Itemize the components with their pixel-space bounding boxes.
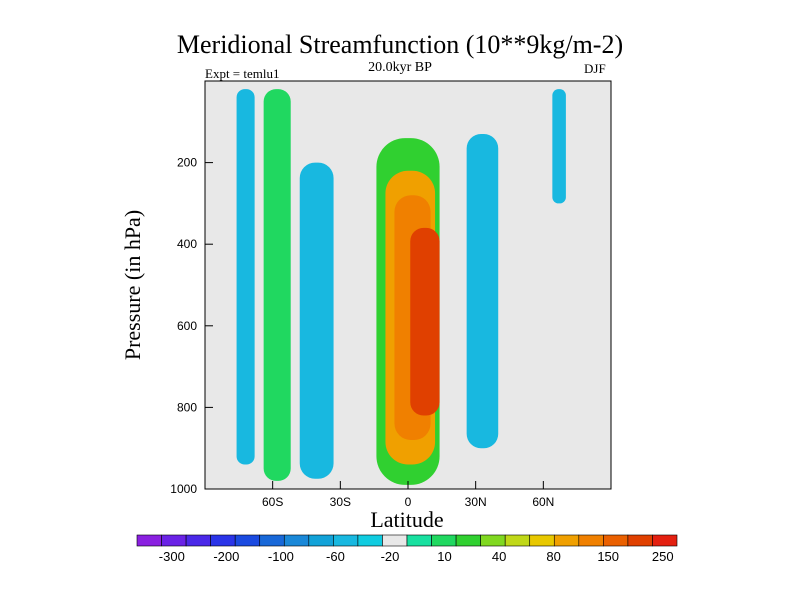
contour-field <box>236 89 566 485</box>
y-tick-label: 400 <box>177 237 197 251</box>
y-axis-label: Pressure (in hPa) <box>120 210 145 360</box>
colorbar-swatch-7 <box>308 534 334 547</box>
y-tick-label: 1000 <box>170 482 197 496</box>
season-label: DJF <box>584 61 606 76</box>
colorbar-swatch-17 <box>553 534 580 547</box>
colorbar-swatch-16 <box>529 534 555 547</box>
colorbar-swatch-9 <box>357 534 383 547</box>
colorbar-swatch-19 <box>603 534 629 547</box>
contour-cell-2 <box>299 162 334 479</box>
colorbar-swatch-14 <box>480 534 506 547</box>
colorbar-label: -20 <box>381 549 400 564</box>
colorbar-swatch-18 <box>578 534 604 547</box>
y-tick-label: 600 <box>177 319 197 333</box>
colorbar-swatch-21 <box>652 534 678 547</box>
colorbar-label: -100 <box>268 549 294 564</box>
colorbar-swatch-8 <box>333 534 359 547</box>
y-axis: 200 400 600 800 1000 <box>170 156 213 496</box>
x-axis-label: Latitude <box>370 507 443 532</box>
y-tick-label: 800 <box>177 400 197 414</box>
colorbar-label: 250 <box>652 549 674 564</box>
colorbar: -300 -200 -100 -60 -20 10 40 80 150 250 <box>136 534 678 564</box>
colorbar-label: 10 <box>437 549 451 564</box>
contour-cell-0 <box>236 89 255 465</box>
contour-cell-8 <box>552 89 566 204</box>
colorbar-label: 150 <box>597 549 619 564</box>
chart-title: Meridional Streamfunction (10**9kg/m-2) <box>176 30 624 59</box>
contour-cell-1 <box>263 89 291 481</box>
colorbar-swatch-0 <box>136 534 162 547</box>
colorbar-swatch-13 <box>455 534 481 547</box>
x-tick-label: 30N <box>465 495 487 509</box>
colorbar-label: -60 <box>326 549 345 564</box>
x-tick-label: 0 <box>405 495 412 509</box>
colorbar-swatch-1 <box>161 534 187 547</box>
y-tick-label: 200 <box>177 156 197 170</box>
colorbar-swatch-2 <box>185 534 211 547</box>
colorbar-swatch-20 <box>627 534 653 547</box>
colorbar-swatch-4 <box>234 534 261 547</box>
contour-cell-6 <box>410 227 440 416</box>
colorbar-swatch-12 <box>431 534 457 547</box>
x-axis: 60S 30S 0 30N 60N <box>262 481 554 509</box>
x-tick-label: 60N <box>532 495 554 509</box>
colorbar-label: 40 <box>492 549 506 564</box>
x-tick-label: 30S <box>330 495 351 509</box>
colorbar-swatch-6 <box>283 534 310 547</box>
chart-subtitle: 20.0kyr BP <box>368 60 432 75</box>
colorbar-label: -300 <box>159 549 185 564</box>
experiment-label: Expt = temlu1 <box>205 66 280 81</box>
colorbar-swatch-11 <box>406 534 432 547</box>
colorbar-swatch-5 <box>259 534 285 547</box>
x-tick-label: 60S <box>262 495 283 509</box>
colorbar-swatch-15 <box>504 534 531 547</box>
contour-cell-7 <box>466 134 499 449</box>
colorbar-label: -200 <box>213 549 239 564</box>
colorbar-swatch-10 <box>382 534 408 547</box>
colorbar-swatch-3 <box>210 534 236 547</box>
colorbar-label: 80 <box>546 549 560 564</box>
